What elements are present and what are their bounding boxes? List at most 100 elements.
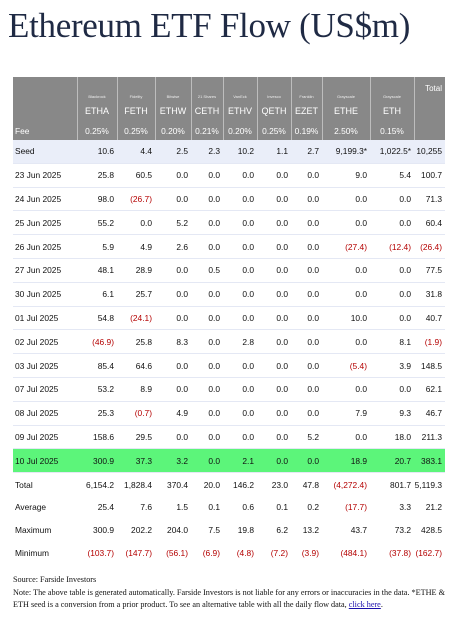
row-total: 46.7 bbox=[414, 401, 445, 426]
flow-cell: 6.2 bbox=[276, 525, 288, 536]
flow-cell: 8.1 bbox=[370, 329, 414, 355]
flow-cell: 0.0 bbox=[191, 163, 223, 188]
daily-flow-row: 27 Jun 2025 48.1 28.9 0.0 0.5 0.0 0.0 0.0 0.0 0.0… bbox=[13, 258, 445, 283]
flow-cell: 1,022.5* bbox=[370, 140, 414, 164]
flow-cell: 0.0 bbox=[370, 377, 414, 402]
row-label: 27 Jun 2025 bbox=[13, 258, 77, 283]
flow-cell: 0.1 bbox=[208, 502, 220, 513]
flow-cell: 6.1 bbox=[77, 282, 117, 307]
flow-cell: 158.6 bbox=[77, 425, 117, 450]
flow-cell: 0.0 bbox=[191, 210, 223, 236]
flow-cell: 300.9 bbox=[93, 525, 114, 536]
ticker-symbol: ETHE bbox=[321, 101, 370, 121]
flow-cell: 0.0 bbox=[155, 163, 191, 188]
row-label: 09 Jul 2025 bbox=[13, 425, 77, 450]
flow-cell: 28.9 bbox=[117, 258, 155, 283]
flow-cell: (37.8) bbox=[389, 547, 411, 558]
flow-cell: 2.6 bbox=[155, 234, 191, 259]
flow-cell: 9.0 bbox=[322, 163, 370, 188]
flow-cell: 370.4 bbox=[155, 472, 191, 496]
issuer-name: Grayscale bbox=[321, 77, 370, 101]
flow-cell: 0.0 bbox=[191, 448, 223, 474]
flow-cell: 0.0 bbox=[191, 282, 223, 307]
daily-flow-row: 25 Jun 2025 55.2 0.0 5.2 0.0 0.0 0.0 0.0 0.0 0.0 6… bbox=[13, 210, 445, 236]
flow-cell: 0.0 bbox=[223, 306, 257, 331]
daily-flow-row: 02 Jul 2025 (46.9) 25.8 8.3 0.0 2.8 0.0 0.0 0.0 8… bbox=[13, 329, 445, 355]
flow-cell: 19.8 bbox=[237, 525, 254, 536]
flow-cell: 60.5 bbox=[117, 163, 155, 188]
fee-value: 0.20% bbox=[154, 121, 191, 140]
issuer-name: Invesco bbox=[256, 77, 291, 101]
flow-cell: 4.4 bbox=[117, 140, 155, 164]
flow-cell: 0.0 bbox=[191, 377, 223, 402]
flow-cell: (26.7) bbox=[117, 187, 155, 212]
issuer-name: Blackrock bbox=[76, 77, 117, 101]
flow-cell: 0.0 bbox=[257, 187, 291, 212]
flow-cell: 0.0 bbox=[155, 282, 191, 307]
flow-cell: 0.0 bbox=[257, 163, 291, 188]
flow-cell: 0.0 bbox=[291, 401, 322, 426]
disclaimer-end: . bbox=[380, 600, 383, 609]
flow-cell: 10.0 bbox=[322, 306, 370, 331]
flow-cell: 0.0 bbox=[155, 187, 191, 212]
alternative-table-link[interactable]: click here bbox=[348, 600, 381, 609]
flow-cell: 0.0 bbox=[191, 401, 223, 426]
flow-cell: 0.6 bbox=[242, 502, 254, 513]
page-title: Ethereum ETF Flow (US$m) bbox=[8, 6, 411, 45]
row-total: 5,119.3 bbox=[414, 472, 445, 496]
flow-cell: 0.0 bbox=[257, 234, 291, 259]
total-header: Total bbox=[413, 77, 445, 101]
flow-cell: 2.1 bbox=[223, 448, 257, 474]
flow-cell: 0.0 bbox=[223, 353, 257, 378]
issuer-name: Bitwise bbox=[154, 77, 191, 101]
row-total: 10,255 bbox=[414, 140, 445, 164]
flow-cell: 0.0 bbox=[370, 187, 414, 212]
flow-cell: (24.1) bbox=[117, 306, 155, 331]
row-total: (26.4) bbox=[414, 234, 445, 259]
flow-cell: 0.0 bbox=[223, 187, 257, 212]
flow-cell: 9,199.3* bbox=[322, 140, 370, 164]
flow-cell: 0.0 bbox=[322, 329, 370, 355]
row-label: Maximum bbox=[15, 525, 52, 536]
issuer-name: 21 Shares bbox=[190, 77, 223, 101]
flow-cell: 0.0 bbox=[191, 306, 223, 331]
row-label: 24 Jun 2025 bbox=[13, 187, 77, 212]
daily-flow-row: 09 Jul 2025 158.6 29.5 0.0 0.0 0.0 0.0 5.2 0.0 18… bbox=[13, 425, 445, 450]
flow-cell: 0.0 bbox=[322, 377, 370, 402]
flow-cell: 53.2 bbox=[77, 377, 117, 402]
flow-cell: 0.0 bbox=[155, 353, 191, 378]
flow-cell: 0.0 bbox=[370, 210, 414, 236]
flow-cell: 0.0 bbox=[223, 210, 257, 236]
source-note: Source: Farside Investors bbox=[13, 575, 97, 584]
flow-cell: 25.4 bbox=[97, 502, 114, 513]
flow-cell: 0.0 bbox=[191, 234, 223, 259]
flow-cell: 0.0 bbox=[257, 329, 291, 355]
flow-cell: 801.7 bbox=[370, 472, 414, 496]
flow-cell: 204.0 bbox=[167, 525, 188, 536]
flow-cell: 0.0 bbox=[322, 282, 370, 307]
ticker-symbol: QETH bbox=[256, 101, 291, 121]
daily-flow-row: 23 Jun 2025 25.8 60.5 0.0 0.0 0.0 0.0 0.0 9.0 5.4… bbox=[13, 163, 445, 188]
flow-cell: 0.0 bbox=[291, 448, 322, 474]
fee-value: 0.15% bbox=[369, 121, 414, 140]
footnotes: Source: Farside Investors Note: The abov… bbox=[13, 574, 458, 612]
row-total: 60.4 bbox=[414, 210, 445, 236]
flow-cell: 48.1 bbox=[77, 258, 117, 283]
row-total: 383.1 bbox=[414, 448, 445, 474]
fee-total-blank bbox=[413, 121, 445, 140]
flow-cell: 0.0 bbox=[223, 377, 257, 402]
row-label: Seed bbox=[13, 140, 77, 164]
summary-row: Average 25.4 7.6 1.5 0.1 0.6 0.1 0.2 (17.7) 3.3 21… bbox=[13, 496, 445, 519]
row-total: 77.5 bbox=[414, 258, 445, 283]
row-total: 31.8 bbox=[414, 282, 445, 307]
etf-flow-table: Blackrock Fidelity Bitwise 21 Shares VanEck I… bbox=[13, 77, 445, 564]
flow-cell: 0.0 bbox=[257, 306, 291, 331]
row-label: 10 Jul 2025 bbox=[13, 448, 77, 474]
flow-cell: 23.0 bbox=[257, 472, 291, 496]
row-total: (162.7) bbox=[415, 547, 442, 558]
flow-cell: 0.0 bbox=[291, 377, 322, 402]
ticker-total-blank bbox=[413, 101, 445, 121]
flow-cell: 5.9 bbox=[77, 234, 117, 259]
flow-cell: 0.0 bbox=[257, 377, 291, 402]
flow-cell: 0.0 bbox=[291, 187, 322, 212]
